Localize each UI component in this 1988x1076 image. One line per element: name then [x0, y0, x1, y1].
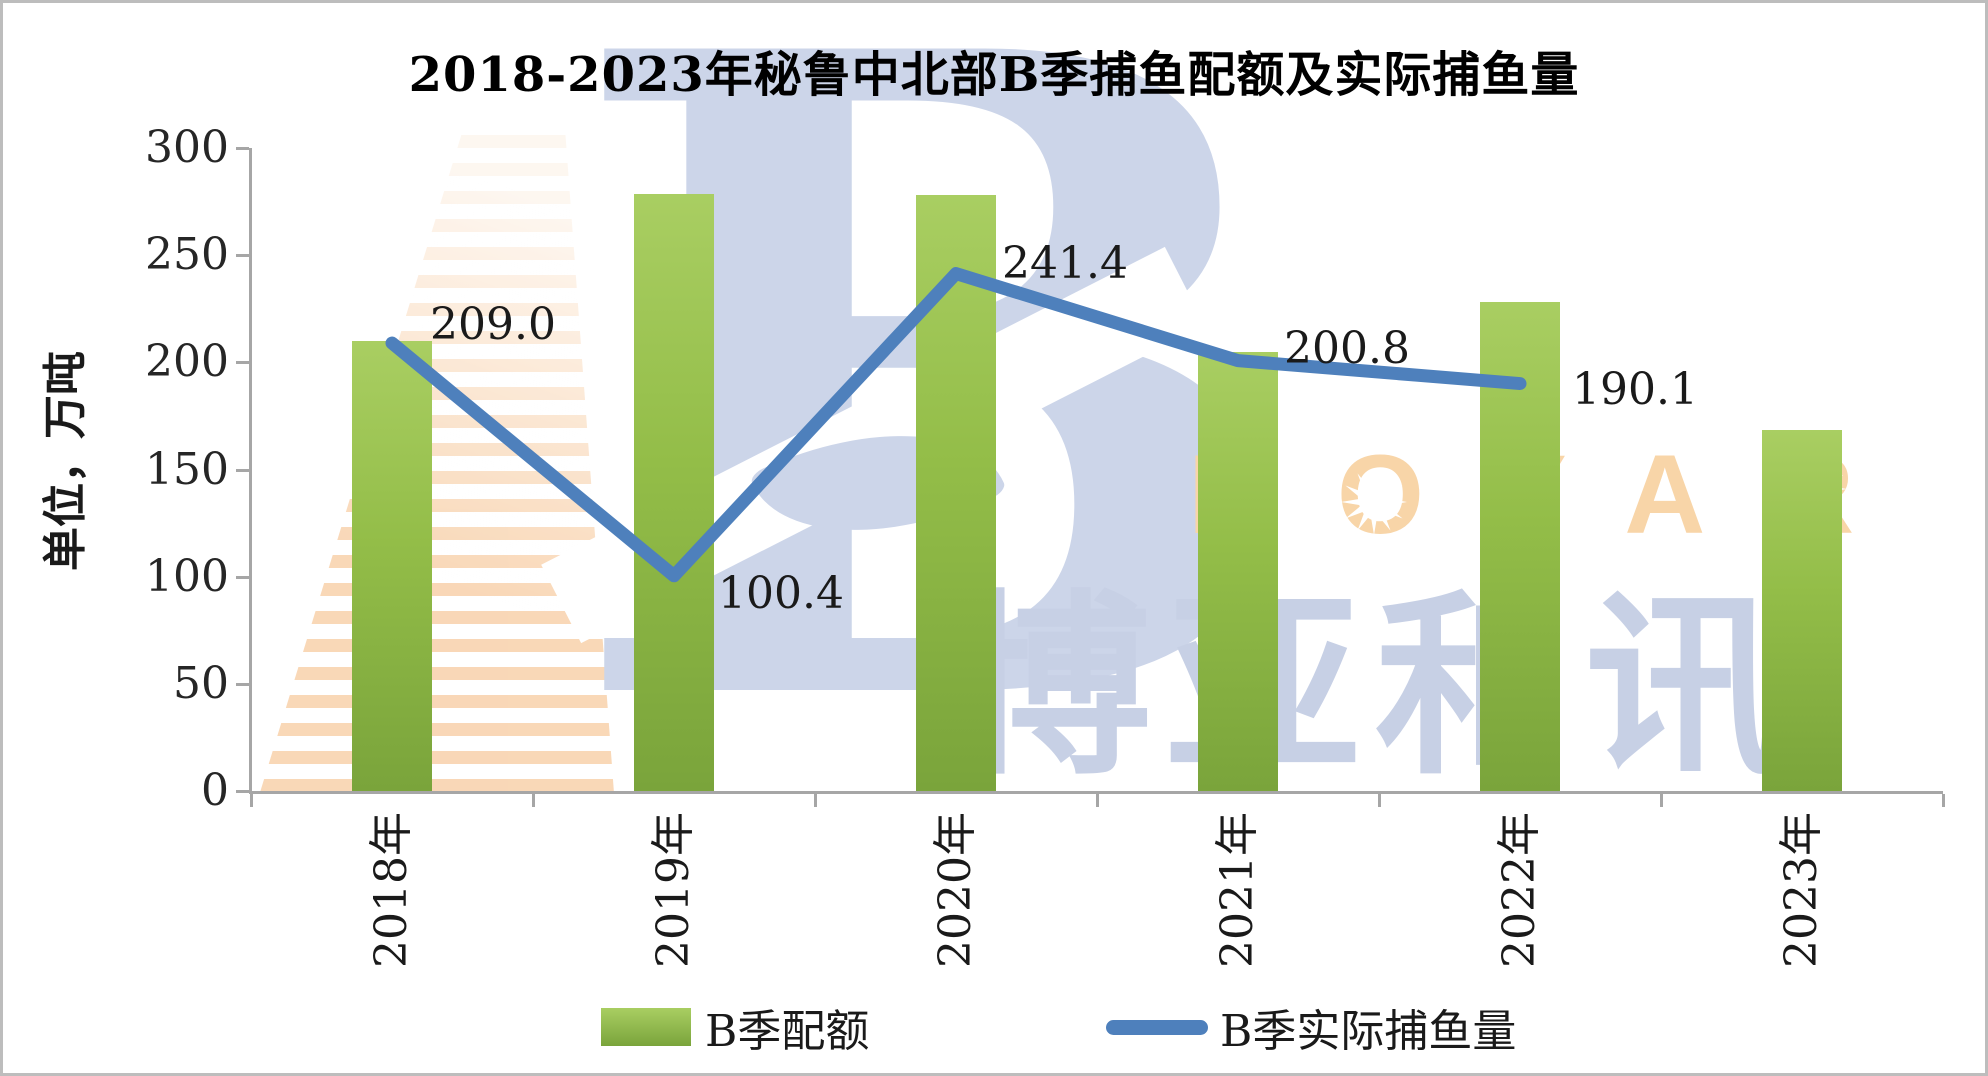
y-tick-label: 150 — [145, 443, 229, 495]
bar-2019年 — [634, 193, 714, 791]
x-tick — [1660, 794, 1663, 807]
x-tick — [250, 794, 253, 807]
x-category-label: 2022年 — [1494, 812, 1545, 968]
legend-item-catch: B季实际捕鱼量 — [1106, 1003, 1516, 1057]
x-category-label: 2018年 — [366, 812, 417, 968]
x-tick — [814, 794, 817, 807]
bar-2021年 — [1198, 352, 1278, 791]
point-label: 190.1 — [1572, 363, 1698, 415]
y-tick — [236, 790, 249, 793]
y-tick — [236, 468, 249, 472]
bar-2018年 — [352, 340, 432, 791]
x-axis-line — [249, 791, 1943, 794]
y-tick-label: 250 — [145, 229, 229, 281]
point-label: 209.0 — [430, 299, 556, 351]
legend-label-catch: B季实际捕鱼量 — [1220, 1006, 1517, 1057]
y-axis-label: 单位，万吨 — [40, 351, 91, 571]
catch-line — [385, 267, 1527, 583]
y-tick-label: 200 — [145, 336, 229, 388]
legend-label-quota: B季配额 — [705, 1006, 870, 1057]
y-axis-line — [249, 148, 252, 794]
chart-title: 2018-2023年秘鲁中北部B季捕鱼配额及实际捕鱼量 — [408, 47, 1580, 103]
x-category-label: 2021年 — [1212, 812, 1263, 968]
y-tick — [236, 361, 249, 365]
x-category-label: 2023年 — [1776, 812, 1827, 968]
x-tick — [1096, 794, 1099, 807]
bar-2023年 — [1762, 430, 1842, 791]
legend-swatch-catch — [1106, 1019, 1208, 1035]
x-tick — [1942, 794, 1945, 807]
y-tick-label: 100 — [145, 550, 229, 602]
y-tick-label: 50 — [173, 657, 229, 709]
point-label: 241.4 — [1002, 237, 1128, 289]
legend-item-quota: B季配额 — [601, 1003, 869, 1057]
point-label: 100.4 — [718, 567, 844, 619]
x-tick — [1378, 794, 1381, 807]
y-tick — [236, 254, 249, 258]
y-tick-label: 300 — [145, 122, 229, 173]
y-tick-label: 0 — [201, 765, 229, 816]
y-tick — [236, 682, 249, 686]
catch-line-series — [385, 267, 1527, 583]
legend-swatch-quota — [601, 1008, 691, 1046]
point-label: 200.8 — [1284, 322, 1410, 374]
y-tick — [236, 147, 249, 150]
x-category-label: 2019年 — [648, 812, 699, 968]
x-tick — [532, 794, 535, 807]
plot-area: 209.0 100.4 241.4 200.8 190.1 0 50 100 150 200 25… — [145, 126, 1945, 968]
x-category-label: 2020年 — [930, 812, 981, 968]
y-tick — [236, 575, 249, 579]
